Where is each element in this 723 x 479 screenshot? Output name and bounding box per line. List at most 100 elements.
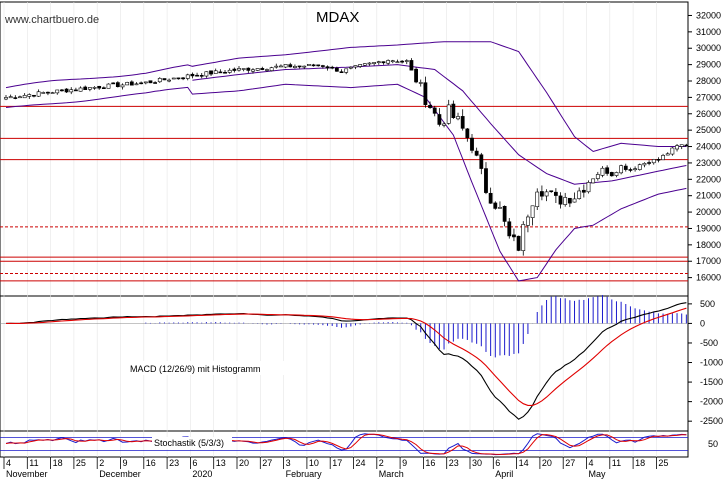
candle-body (232, 68, 237, 71)
x-day-label: 25 (76, 458, 86, 468)
x-day-label: 9 (402, 458, 407, 468)
candle-body (148, 80, 153, 84)
price-tick-label: 32000 (696, 10, 721, 20)
candle-body (293, 66, 297, 68)
candle-body (567, 197, 572, 204)
candle-body (83, 86, 88, 90)
price-tick-label: 21000 (696, 191, 721, 201)
candle-body (381, 61, 386, 64)
candle-body (4, 97, 8, 100)
candle-body (204, 71, 209, 77)
candle-body (679, 144, 684, 147)
macd-signal-line (6, 307, 687, 406)
x-day-label: 16 (146, 458, 156, 468)
candle-body (484, 168, 488, 193)
price-tick-label: 29000 (696, 60, 721, 70)
candle-body (521, 224, 526, 251)
x-day-label: 30 (472, 458, 482, 468)
candle-body (437, 114, 442, 125)
candle-body (358, 64, 363, 67)
candle-body (237, 68, 241, 71)
x-day-label: 11 (612, 458, 621, 468)
x-day-label: 24 (356, 458, 366, 468)
candle-body (74, 89, 78, 92)
candle-body (651, 159, 656, 164)
macd-line (5, 302, 687, 420)
candle-body (442, 123, 446, 126)
horizontal-levels (0, 105, 688, 282)
candle-body (64, 88, 69, 93)
candle-body (670, 147, 675, 155)
candle-body (348, 66, 353, 69)
candle-body (451, 103, 456, 118)
candle-body (185, 74, 190, 79)
candle-body (297, 65, 302, 68)
candle-body (526, 216, 530, 226)
candle-body (595, 174, 600, 179)
candle-body (134, 83, 139, 86)
candle-body (488, 192, 493, 204)
price-tick-label: 19000 (696, 223, 721, 233)
candle-body (465, 128, 470, 139)
candle-body (339, 71, 344, 73)
candle-body (344, 68, 349, 73)
candle-body (171, 77, 176, 80)
candle-body (395, 61, 400, 64)
macd-tick-label: -1000 (700, 358, 723, 368)
x-month-label: March (379, 469, 404, 479)
x-day-label: 14 (519, 458, 529, 468)
candle-body (115, 82, 120, 88)
candle-body (661, 155, 665, 161)
candle-body (13, 97, 18, 99)
candle-body (470, 137, 474, 151)
candle-body (283, 64, 288, 68)
x-day-label: 25 (658, 458, 668, 468)
x-day-label: 13 (216, 458, 226, 468)
candle-body (69, 89, 74, 93)
candle-body (642, 162, 647, 166)
x-day-label: 4 (589, 458, 594, 468)
stochastic-d-line (5, 433, 687, 455)
candle-body (609, 172, 614, 177)
candle-body (46, 91, 50, 94)
candle-body (367, 62, 372, 65)
x-day-label: 20 (239, 458, 249, 468)
candle-body (111, 82, 116, 85)
macd-tick-label: -2000 (700, 397, 723, 407)
candle-body (279, 65, 283, 68)
x-day-label: 23 (449, 458, 459, 468)
x-day-label: 18 (53, 458, 63, 468)
stochastic-tick-label: 50 (708, 439, 718, 449)
price-tick-label: 18000 (696, 240, 721, 250)
candle-body (633, 168, 638, 171)
x-day-label: 3 (286, 458, 291, 468)
candle-body (97, 85, 102, 89)
candle-body (628, 169, 633, 171)
candle-body (101, 87, 106, 89)
candle-body (502, 205, 507, 222)
candle-body (157, 78, 162, 83)
bollinger-upper (5, 41, 687, 153)
candle-body (288, 64, 293, 68)
candle-body (684, 144, 689, 147)
candle-body (27, 94, 32, 97)
macd-tick-label: 0 (700, 318, 705, 328)
candle-body (241, 68, 246, 70)
x-day-label: 4 (6, 458, 11, 468)
candle-body (572, 198, 577, 203)
candle-body (456, 116, 460, 120)
price-tick-label: 28000 (696, 76, 721, 86)
candle-body (316, 64, 321, 67)
price-tick-label: 30000 (696, 43, 721, 53)
candle-body (106, 83, 111, 89)
x-day-label: 23 (169, 458, 179, 468)
candle-body (55, 89, 60, 94)
candle-body (265, 69, 269, 71)
candle-body (409, 60, 414, 71)
candle-body (512, 234, 516, 238)
candle-body (656, 159, 661, 161)
candle-body (41, 92, 46, 94)
price-tick-label: 23000 (696, 158, 721, 168)
candle-body (553, 191, 558, 196)
stochastic-y-axis: 50 (708, 439, 718, 449)
